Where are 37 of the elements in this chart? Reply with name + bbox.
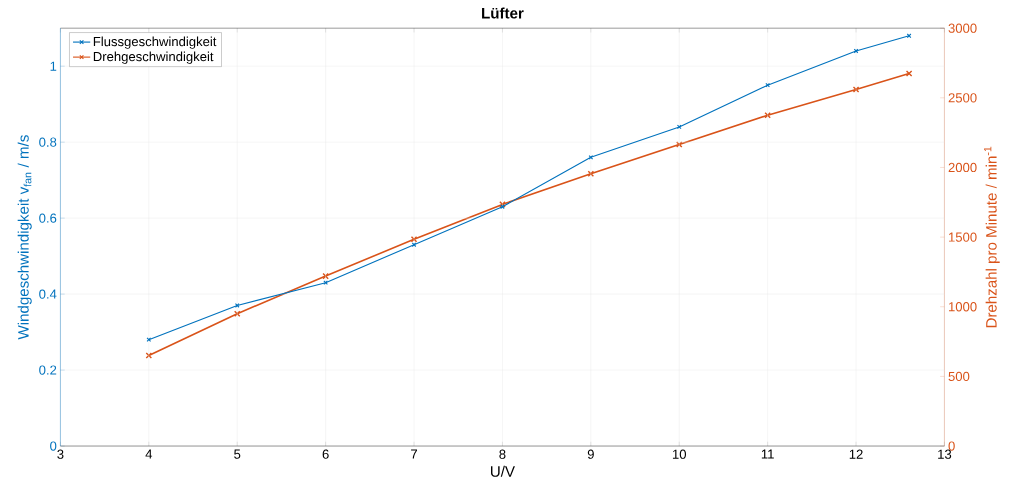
x-tick-label: 5 (234, 449, 241, 459)
point (500, 204, 505, 209)
point (588, 154, 594, 160)
y2-tick-label: 3000 (948, 23, 977, 33)
x-tick-label: 6 (322, 449, 329, 459)
y-tick-label: 0.6 (39, 213, 57, 223)
y2-tick-label: 0 (948, 441, 955, 451)
point (765, 82, 770, 88)
y2-tick-label: 2000 (948, 162, 977, 172)
y2-tick-label: 500 (948, 371, 970, 381)
x-tick-label: 11 (761, 449, 774, 459)
legend-label: Drehgeschwindigkeit (93, 51, 214, 64)
y-tick-label: 0.4 (39, 289, 57, 299)
x-axis-title: U/V (491, 465, 515, 477)
chart-title: Lüfter (482, 7, 524, 19)
point (234, 302, 240, 308)
y2-tick-label: 1000 (949, 301, 977, 312)
x-tick-label: 7 (411, 449, 418, 459)
y2-tick-label: 1500 (949, 232, 977, 242)
x-tick-label: 10 (672, 449, 687, 459)
x-tick-label: 4 (145, 449, 153, 459)
legend-label: Flussgeschwindigkeit (93, 36, 217, 49)
point (905, 69, 913, 77)
point (411, 242, 417, 247)
x-tick-label: 3 (57, 449, 64, 459)
point (676, 124, 682, 130)
y2-axis-title: Drehzahl pro Minute / min$^{-1}$ (984, 146, 1000, 328)
x-tick-label: 9 (587, 449, 594, 459)
x-tick-label: 13 (938, 449, 952, 459)
y2-tick-label: 2500 (948, 93, 977, 103)
x-tick-label: 8 (499, 449, 506, 459)
y-tick-label: 0.2 (39, 365, 57, 375)
y-tick-label: 1 (50, 61, 57, 71)
y-tick-label: 0.8 (39, 137, 57, 147)
y-axis-title: Windgeschwindigkeit v$_{fan}$ / m/s (17, 135, 32, 340)
y-tick-label: 0 (50, 441, 57, 451)
x-tick-label: 12 (849, 449, 863, 459)
